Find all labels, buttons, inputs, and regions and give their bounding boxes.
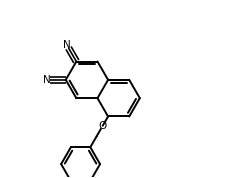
Text: O: O [99,121,107,131]
Text: N: N [63,40,71,50]
Text: N: N [43,75,51,85]
